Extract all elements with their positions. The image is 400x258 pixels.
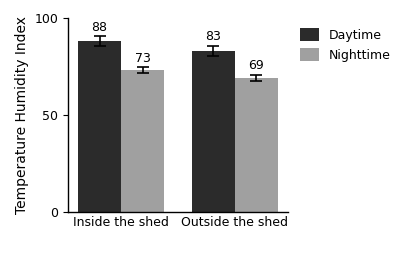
Y-axis label: Temperature Humidity Index: Temperature Humidity Index	[15, 16, 29, 214]
Text: 73: 73	[135, 52, 151, 64]
Bar	[121, 70, 164, 212]
Bar	[235, 78, 278, 212]
Text: 83: 83	[205, 30, 221, 43]
Bar	[192, 51, 235, 212]
Legend: Daytime, Nighttime: Daytime, Nighttime	[296, 24, 394, 65]
Text: 88: 88	[92, 21, 108, 34]
Text: 69: 69	[248, 59, 264, 72]
Bar	[78, 41, 121, 212]
